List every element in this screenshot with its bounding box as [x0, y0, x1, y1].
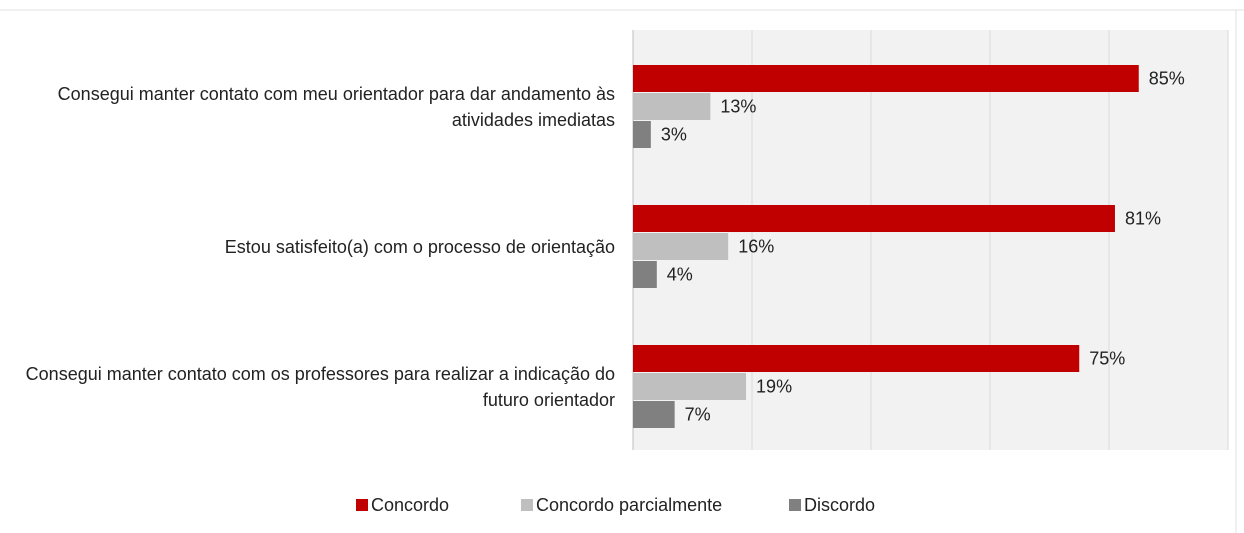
value-label: 85% — [1149, 68, 1185, 88]
category-label: Consegui manter contato com os professor… — [25, 364, 615, 410]
bar — [633, 261, 657, 288]
bar — [633, 401, 675, 428]
value-label: 75% — [1089, 348, 1125, 368]
value-label: 3% — [661, 124, 687, 144]
bar — [633, 93, 711, 120]
bar — [633, 65, 1139, 92]
bar — [633, 345, 1080, 372]
bar — [633, 205, 1115, 232]
legend-swatch — [521, 499, 533, 511]
value-label: 7% — [685, 404, 711, 424]
value-label: 19% — [756, 376, 792, 396]
category-label: Estou satisfeito(a) com o processo de or… — [224, 237, 615, 257]
legend-label: Concordo parcialmente — [536, 495, 722, 515]
value-label: 16% — [738, 236, 774, 256]
legend-swatch — [356, 499, 368, 511]
legend-label: Concordo — [371, 495, 449, 515]
bar — [633, 373, 747, 400]
bar — [633, 233, 729, 260]
value-label: 81% — [1125, 208, 1161, 228]
category-label: Consegui manter contato com meu orientad… — [57, 84, 615, 130]
legend-label: Discordo — [804, 495, 875, 515]
value-label: 13% — [720, 96, 756, 116]
bar — [633, 121, 651, 148]
value-label: 4% — [667, 264, 693, 284]
legend-swatch — [789, 499, 801, 511]
